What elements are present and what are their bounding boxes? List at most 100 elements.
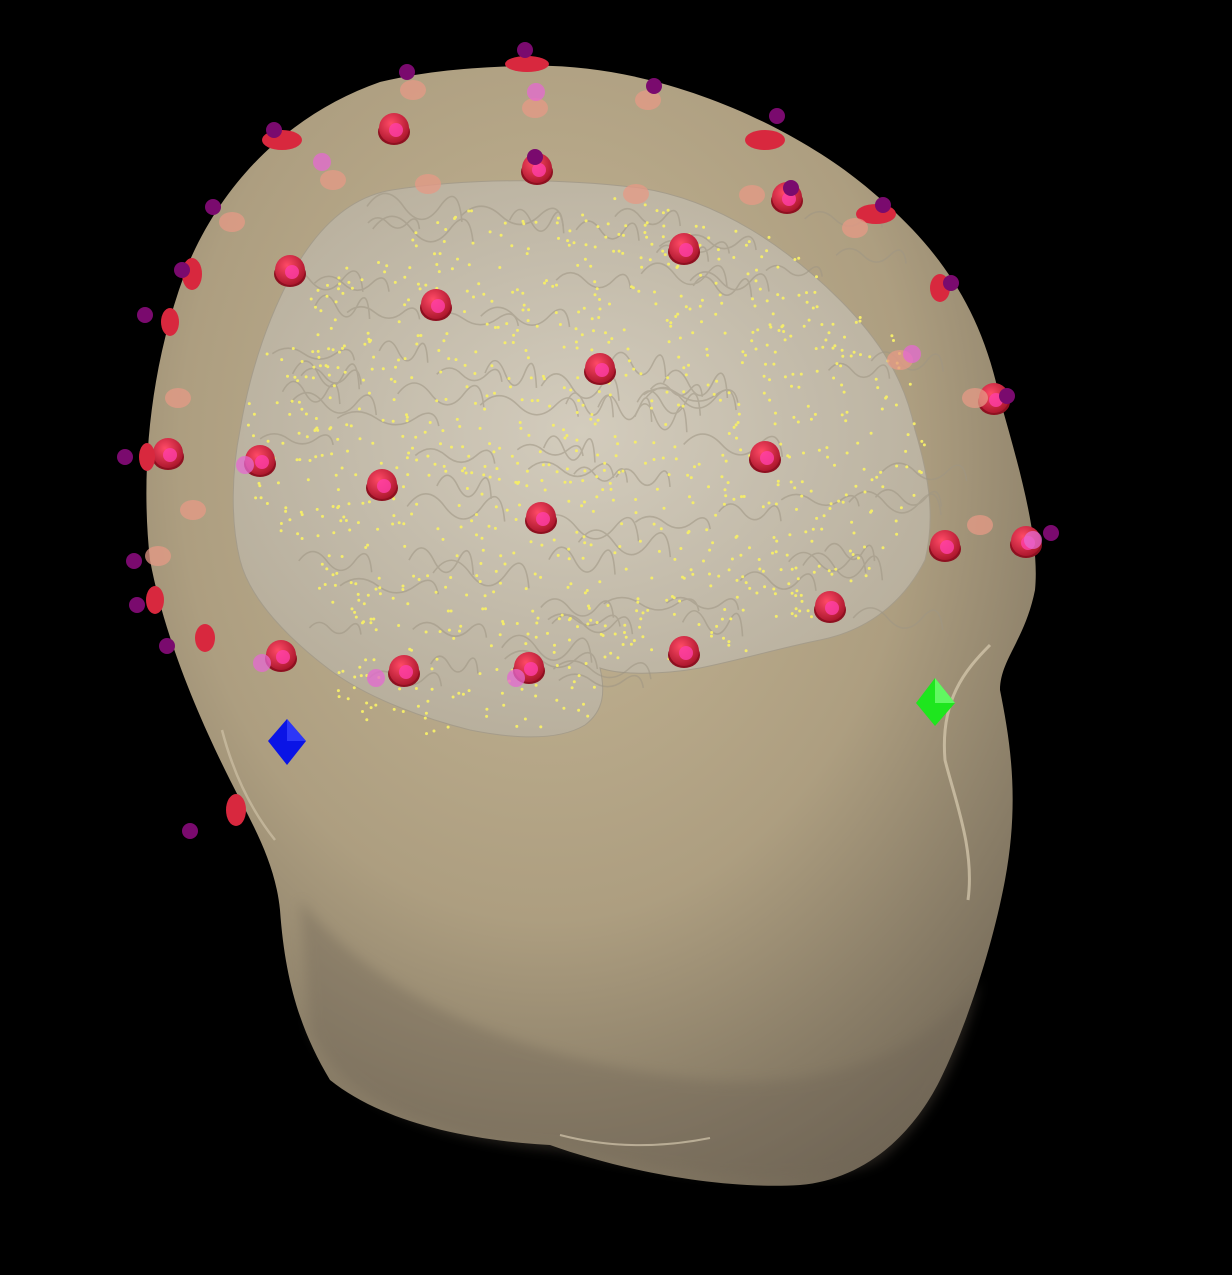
source-point (293, 375, 297, 379)
source-point (467, 263, 471, 267)
source-point (474, 401, 477, 405)
source-point (699, 273, 703, 277)
source-point (535, 621, 539, 625)
source-point (411, 238, 415, 242)
cortex-sulcus (683, 433, 784, 458)
source-point (546, 631, 549, 635)
source-point (318, 364, 322, 368)
source-point (401, 434, 405, 438)
cortex-sulcus (852, 607, 944, 631)
source-point (590, 348, 594, 352)
source-point (577, 708, 581, 712)
source-point (326, 283, 329, 287)
source-point (551, 284, 555, 288)
source-point (672, 596, 676, 600)
source-point (880, 407, 884, 411)
source-point (562, 386, 566, 390)
source-point (777, 329, 781, 332)
source-point (304, 375, 308, 379)
source-point (480, 536, 484, 540)
source-point (327, 347, 331, 351)
electrode-back (415, 174, 441, 194)
electrode-contact (236, 456, 254, 474)
source-point (751, 297, 754, 301)
source-point (723, 331, 727, 335)
source-point (381, 418, 385, 422)
source-point (280, 358, 284, 362)
source-point (741, 575, 745, 579)
electrode-contact (276, 650, 290, 664)
source-point (333, 583, 337, 587)
source-point (691, 572, 695, 576)
source-point (772, 587, 776, 591)
source-point (518, 421, 522, 424)
source-point (511, 290, 515, 294)
source-point (555, 221, 559, 225)
source-point (674, 315, 678, 318)
source-point (517, 480, 521, 484)
source-point (473, 372, 477, 375)
source-point (275, 401, 279, 405)
source-point (624, 567, 628, 571)
cortex-sulcus (484, 359, 538, 388)
source-point (650, 576, 654, 580)
source-point (843, 335, 846, 339)
source-point (412, 574, 416, 578)
source-point (641, 635, 645, 639)
source-point (500, 691, 504, 695)
source-point (848, 549, 852, 553)
sensor-marker (182, 823, 198, 839)
source-point (519, 426, 523, 430)
source-point (369, 617, 373, 621)
source-point (437, 349, 441, 352)
source-point (360, 278, 364, 282)
source-point (465, 289, 469, 293)
source-point (298, 458, 302, 462)
source-point (496, 325, 500, 329)
source-point (417, 578, 421, 581)
source-point (414, 435, 418, 439)
source-point (744, 243, 748, 247)
source-point (437, 270, 441, 274)
source-point (321, 514, 324, 518)
source-point (296, 532, 300, 536)
source-point (362, 602, 366, 606)
source-point (592, 329, 595, 333)
source-point (418, 287, 422, 291)
source-point (576, 625, 579, 629)
cortex-sulcus (788, 551, 867, 573)
source-point (393, 280, 397, 284)
source-point (512, 333, 516, 337)
cortex-surface-icon (232, 180, 931, 738)
source-point (340, 466, 344, 470)
electrode-contact (163, 448, 177, 462)
source-point (568, 229, 572, 233)
source-point (415, 502, 419, 506)
source-point (754, 347, 758, 351)
source-point (790, 591, 794, 595)
source-point (434, 590, 438, 594)
source-point (541, 374, 545, 378)
source-point (356, 521, 360, 525)
source-point (279, 522, 283, 525)
cortex-sulcus (680, 234, 757, 251)
source-point (646, 608, 650, 612)
source-point (742, 495, 746, 498)
source-point (432, 729, 436, 733)
source-point (406, 473, 410, 477)
source-point (525, 469, 529, 473)
source-point (663, 253, 667, 257)
source-point (424, 711, 428, 715)
source-point (905, 465, 909, 469)
source-point (751, 330, 755, 334)
source-point (454, 358, 458, 362)
sensor-marker (1043, 525, 1059, 541)
source-point (430, 667, 434, 671)
source-point (478, 580, 482, 583)
source-point (461, 692, 465, 696)
source-point (681, 575, 684, 579)
source-point (587, 604, 590, 608)
source-point (862, 467, 866, 471)
cortex-sulcus (378, 340, 429, 363)
